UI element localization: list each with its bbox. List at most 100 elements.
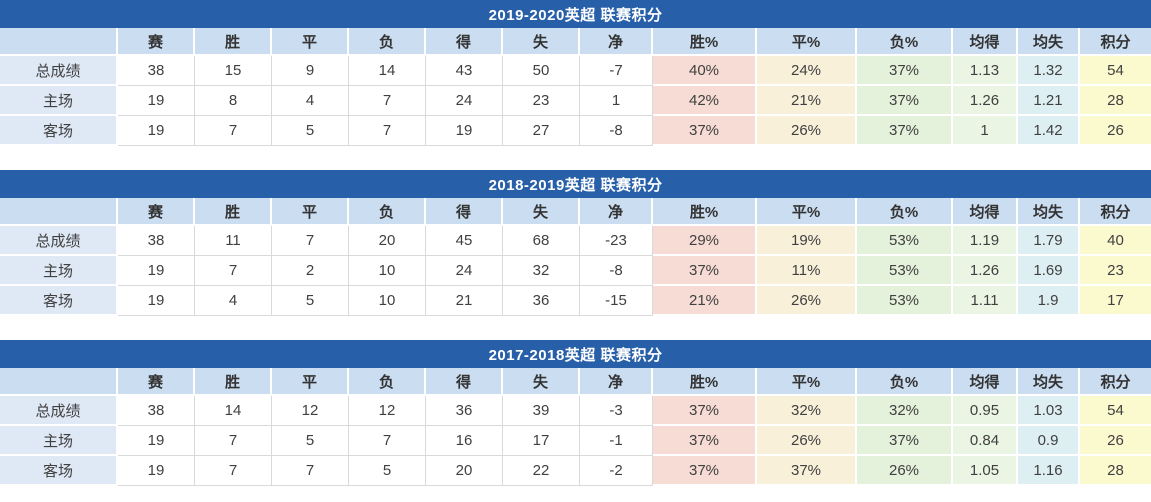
- column-header-goals-against: 失: [503, 198, 580, 226]
- row-label: 客场: [0, 286, 118, 316]
- column-header-avg-against: 均失: [1018, 198, 1080, 226]
- row-label: 总成绩: [0, 396, 118, 426]
- cell-avg-for: 1.26: [953, 256, 1018, 286]
- row-label: 主场: [0, 86, 118, 116]
- cell-draw-pct: 32%: [757, 396, 857, 426]
- cell-avg-for: 1.11: [953, 286, 1018, 316]
- cell-goal-diff: -8: [580, 256, 653, 286]
- cell-goal-diff: -2: [580, 456, 653, 486]
- cell-wins: 11: [195, 226, 272, 256]
- cell-draw-pct: 21%: [757, 86, 857, 116]
- column-header-draw-pct: 平%: [757, 368, 857, 396]
- column-header-goals-for: 得: [426, 198, 503, 226]
- column-header-row-label: [0, 368, 118, 396]
- league-table: 2018-2019英超 联赛积分赛胜平负得失净胜% 平% 负% 均得 均失 积分 总成绩 38…: [0, 170, 1151, 316]
- column-header-losses: 负: [349, 28, 426, 56]
- cell-goals-against: 23: [503, 86, 580, 116]
- column-header-points: 积分: [1080, 28, 1151, 56]
- column-header-draw-pct: 平%: [757, 198, 857, 226]
- cell-points: 54: [1080, 56, 1151, 86]
- cell-matches: 19: [118, 256, 195, 286]
- column-header-loss-pct: 负%: [857, 28, 953, 56]
- cell-matches: 19: [118, 116, 195, 146]
- cell-wins: 7: [195, 256, 272, 286]
- table-row: 总成绩 38 15 9 14 43 50 -7 40% 24% 37% 1.13 1.32 54: [0, 56, 1151, 86]
- column-header-matches: 赛: [118, 368, 195, 396]
- cell-win-pct: 37%: [653, 426, 757, 456]
- cell-points: 17: [1080, 286, 1151, 316]
- cell-goals-against: 32: [503, 256, 580, 286]
- column-header-wins: 胜: [195, 28, 272, 56]
- cell-goal-diff: 1: [580, 86, 653, 116]
- cell-win-pct: 37%: [653, 396, 757, 426]
- column-header-goal-diff: 净: [580, 368, 653, 396]
- cell-losses: 7: [349, 426, 426, 456]
- cell-goals-against: 36: [503, 286, 580, 316]
- table-row: 总成绩 38 14 12 12 36 39 -3 37% 32% 32% 0.95 1.03 54: [0, 396, 1151, 426]
- cell-goals-for: 45: [426, 226, 503, 256]
- cell-loss-pct: 37%: [857, 116, 953, 146]
- cell-goals-for: 24: [426, 256, 503, 286]
- cell-draw-pct: 37%: [757, 456, 857, 486]
- cell-loss-pct: 37%: [857, 426, 953, 456]
- column-header-wins: 胜: [195, 198, 272, 226]
- cell-loss-pct: 37%: [857, 56, 953, 86]
- cell-points: 26: [1080, 116, 1151, 146]
- league-table: 2017-2018英超 联赛积分赛胜平负得失净胜% 平% 负% 均得 均失 积分 总成绩 38…: [0, 340, 1151, 486]
- column-header-loss-pct: 负%: [857, 368, 953, 396]
- cell-avg-for: 1.05: [953, 456, 1018, 486]
- cell-goal-diff: -7: [580, 56, 653, 86]
- cell-matches: 38: [118, 226, 195, 256]
- cell-goals-for: 19: [426, 116, 503, 146]
- cell-losses: 14: [349, 56, 426, 86]
- cell-goal-diff: -1: [580, 426, 653, 456]
- column-header-draws: 平: [272, 198, 349, 226]
- cell-goals-against: 68: [503, 226, 580, 256]
- table-title: 2018-2019英超 联赛积分: [0, 170, 1151, 198]
- column-header-matches: 赛: [118, 28, 195, 56]
- cell-draws: 12: [272, 396, 349, 426]
- column-header-avg-for: 均得: [953, 368, 1018, 396]
- cell-avg-for: 1.13: [953, 56, 1018, 86]
- column-header-loss-pct: 负%: [857, 198, 953, 226]
- cell-loss-pct: 53%: [857, 226, 953, 256]
- cell-draw-pct: 26%: [757, 116, 857, 146]
- cell-avg-for: 0.84: [953, 426, 1018, 456]
- cell-draws: 9: [272, 56, 349, 86]
- cell-draws: 4: [272, 86, 349, 116]
- column-header-avg-against: 均失: [1018, 28, 1080, 56]
- cell-goals-against: 22: [503, 456, 580, 486]
- cell-matches: 19: [118, 426, 195, 456]
- table-title-row: 2019-2020英超 联赛积分: [0, 0, 1151, 28]
- cell-losses: 10: [349, 286, 426, 316]
- cell-matches: 19: [118, 456, 195, 486]
- row-label: 主场: [0, 256, 118, 286]
- cell-avg-against: 1.69: [1018, 256, 1080, 286]
- cell-goal-diff: -3: [580, 396, 653, 426]
- cell-draw-pct: 19%: [757, 226, 857, 256]
- cell-loss-pct: 26%: [857, 456, 953, 486]
- column-header-goal-diff: 净: [580, 28, 653, 56]
- cell-goals-for: 21: [426, 286, 503, 316]
- table-row: 主场 19 8 4 7 24 23 1 42% 21% 37% 1.26 1.21 28: [0, 86, 1151, 116]
- cell-matches: 38: [118, 396, 195, 426]
- cell-draws: 7: [272, 456, 349, 486]
- cell-losses: 5: [349, 456, 426, 486]
- cell-avg-for: 1: [953, 116, 1018, 146]
- cell-draw-pct: 11%: [757, 256, 857, 286]
- table-title-row: 2017-2018英超 联赛积分: [0, 340, 1151, 368]
- cell-wins: 15: [195, 56, 272, 86]
- column-header-wins: 胜: [195, 368, 272, 396]
- row-label: 主场: [0, 426, 118, 456]
- column-header-win-pct: 胜%: [653, 28, 757, 56]
- table-row: 客场 19 7 7 5 20 22 -2 37% 37% 26% 1.05 1.16 28: [0, 456, 1151, 486]
- cell-avg-against: 1.03: [1018, 396, 1080, 426]
- column-header-row: 赛胜平负得失净胜% 平% 负% 均得 均失 积分: [0, 368, 1151, 396]
- cell-draw-pct: 24%: [757, 56, 857, 86]
- cell-loss-pct: 53%: [857, 256, 953, 286]
- column-header-row: 赛胜平负得失净胜% 平% 负% 均得 均失 积分: [0, 28, 1151, 56]
- column-header-avg-against: 均失: [1018, 368, 1080, 396]
- table-title: 2019-2020英超 联赛积分: [0, 0, 1151, 28]
- cell-wins: 8: [195, 86, 272, 116]
- column-header-row: 赛胜平负得失净胜% 平% 负% 均得 均失 积分: [0, 198, 1151, 226]
